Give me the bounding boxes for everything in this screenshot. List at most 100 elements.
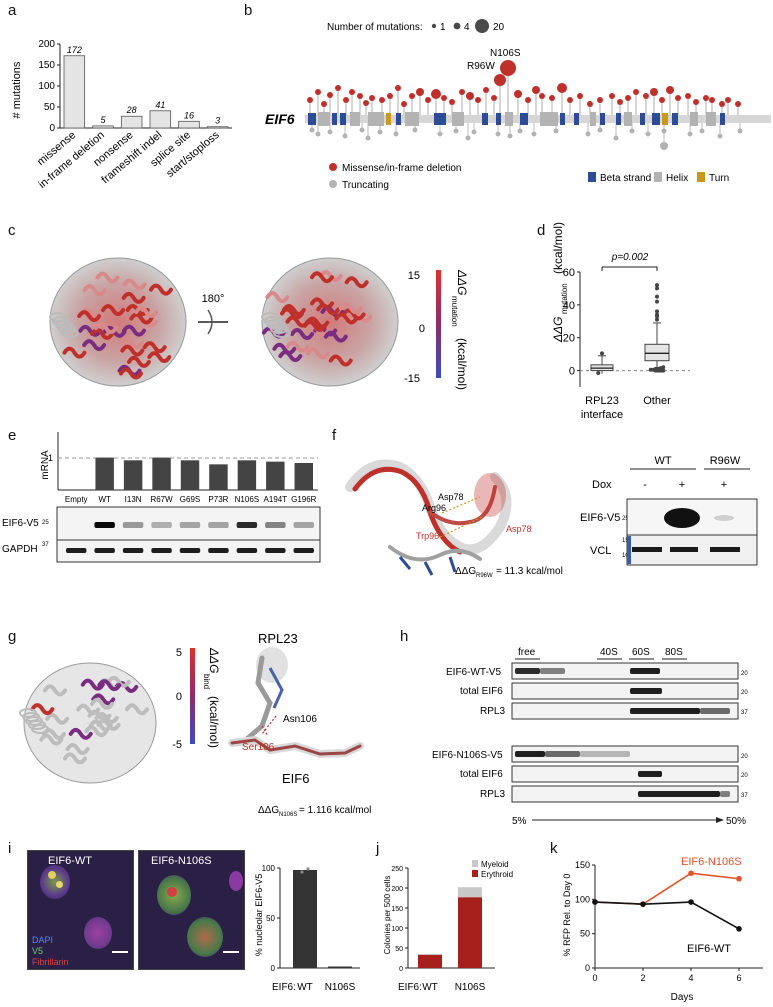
- ribbon-segment: [285, 340, 310, 353]
- truncating-marker: [597, 127, 603, 133]
- ribbon-segment: [272, 342, 297, 355]
- chart-i-category: WT: [297, 982, 313, 993]
- truncating-marker: [471, 129, 477, 135]
- chart-e-bar: [237, 460, 257, 490]
- chart-a-data-label: 172: [67, 45, 82, 55]
- ribbon-segment: [82, 284, 107, 297]
- missense-marker: [483, 87, 489, 93]
- box-outlier: [661, 368, 666, 373]
- blot-e-band: [265, 548, 286, 553]
- helix-coil: [31, 724, 49, 734]
- missense-marker: [449, 99, 455, 105]
- missense-marker: [349, 89, 355, 95]
- ribbon-segment: [106, 675, 131, 688]
- missense-marker: [525, 97, 531, 103]
- blot-f-dox-label: Dox: [592, 479, 612, 491]
- blot-e-band: [208, 548, 229, 553]
- ribbon-segment: [278, 350, 303, 363]
- blot-e-gapdh-mw: 37: [42, 542, 49, 548]
- missense-marker: [343, 97, 349, 103]
- missense-marker: [307, 97, 313, 103]
- truncating-marker: [453, 128, 459, 134]
- missense-marker: [441, 95, 447, 101]
- chart-e-category: R67W: [150, 495, 173, 504]
- chart-d-ytick: 60: [563, 267, 575, 279]
- truncating-marker: [365, 135, 371, 141]
- h-blot-band: [545, 751, 580, 757]
- beta-strand: [396, 113, 401, 125]
- truncating-marker: [412, 127, 418, 133]
- chart-j-bar: [418, 954, 442, 968]
- chart-a-data-label: 28: [126, 105, 137, 115]
- chart-d-cat-0-line1: RPL23: [585, 395, 619, 407]
- missense-marker: [719, 101, 725, 107]
- chart-k-point: [736, 926, 742, 932]
- blot-e-band: [151, 522, 172, 528]
- chart-e-category: I13N: [125, 495, 142, 504]
- helix: [452, 112, 464, 126]
- box: [644, 343, 670, 362]
- missense-marker: [567, 97, 573, 103]
- ribbon-segment: [90, 327, 115, 340]
- h-blot-strip: [511, 765, 739, 783]
- missense-marker: [685, 93, 691, 99]
- turn: [386, 113, 391, 125]
- missense-marker: [459, 89, 465, 95]
- blot-e-band: [293, 548, 314, 553]
- scale-c-mid: 0: [419, 323, 425, 335]
- ddg-g-value: = 1.116 kcal/mol: [299, 805, 371, 816]
- chart-k-point: [688, 870, 694, 877]
- truncating-marker: [465, 135, 471, 141]
- legend-truncating: Truncating: [342, 180, 389, 191]
- ribbon-segment: [68, 727, 93, 740]
- blot-e-band: [208, 522, 229, 528]
- chart-a-data-label: 5: [100, 115, 106, 125]
- missense-marker: [725, 97, 731, 103]
- box-outlier: [655, 317, 659, 322]
- polysome-blots-h: free 40S 60S 80S EIF6-WT-V5 total EIF6 R…: [432, 647, 748, 827]
- ribbon-segment: [302, 319, 327, 332]
- ribbon-segment: [96, 718, 121, 731]
- ribbon-segment: [91, 693, 116, 706]
- ribbon-segment: [77, 310, 102, 323]
- missense-marker: [650, 88, 658, 96]
- gradient-start: 5%: [512, 816, 527, 827]
- helix: [706, 112, 716, 126]
- missense-marker: [387, 93, 393, 99]
- scale-c-unit: (kcal/mol): [455, 338, 469, 390]
- ribbon-segment: [119, 337, 144, 350]
- beta-strand: [672, 113, 678, 125]
- stain-fibrillarin: Fibrillarin: [32, 957, 69, 967]
- beta-strand: [616, 113, 621, 125]
- chart-k: % RFP Rel. to Day 0 0 50 100 150 0 2 4 6 EIF6-N…: [562, 856, 763, 1003]
- missense-marker: [491, 95, 497, 101]
- ribbon-segment: [42, 684, 67, 697]
- chart-j-bar: [418, 954, 442, 955]
- label-ser106: Ser106: [242, 742, 275, 753]
- chart-k-ytick: 0: [585, 963, 590, 973]
- legend-size-20-dot: [475, 19, 489, 33]
- protein-structure-g: [19, 662, 157, 784]
- chart-j-ytick: 200: [391, 886, 403, 893]
- chart-i-xprefix: EIF6:: [272, 982, 296, 993]
- ribbon-segment: [95, 271, 120, 284]
- blot-e-band: [179, 548, 201, 553]
- ribbon-segment: [281, 304, 306, 316]
- chart-e-category: WT: [98, 495, 111, 504]
- chart-i-bar: [328, 966, 352, 968]
- h-blot-band: [580, 751, 630, 757]
- truncating-marker: [437, 131, 443, 137]
- h-blot-band: [515, 751, 545, 757]
- ribbon-segment: [80, 678, 105, 691]
- h-row-6-label: RPL3: [480, 789, 505, 800]
- missense-marker: [494, 74, 506, 86]
- legend-turn-swatch: [697, 172, 705, 182]
- chart-k-point: [688, 899, 694, 905]
- chart-e: mRNA 1 Empty WT I13N R67W G69S P73R N106S A194T…: [2, 432, 321, 563]
- ribbon-segment: [122, 324, 147, 337]
- panel-label-d: d: [537, 222, 546, 239]
- panel-label-h: h: [400, 628, 409, 645]
- chart-d-ylabel: ΔΔG: [551, 317, 565, 343]
- ribbon-segment: [119, 367, 144, 380]
- missense-marker: [500, 60, 516, 76]
